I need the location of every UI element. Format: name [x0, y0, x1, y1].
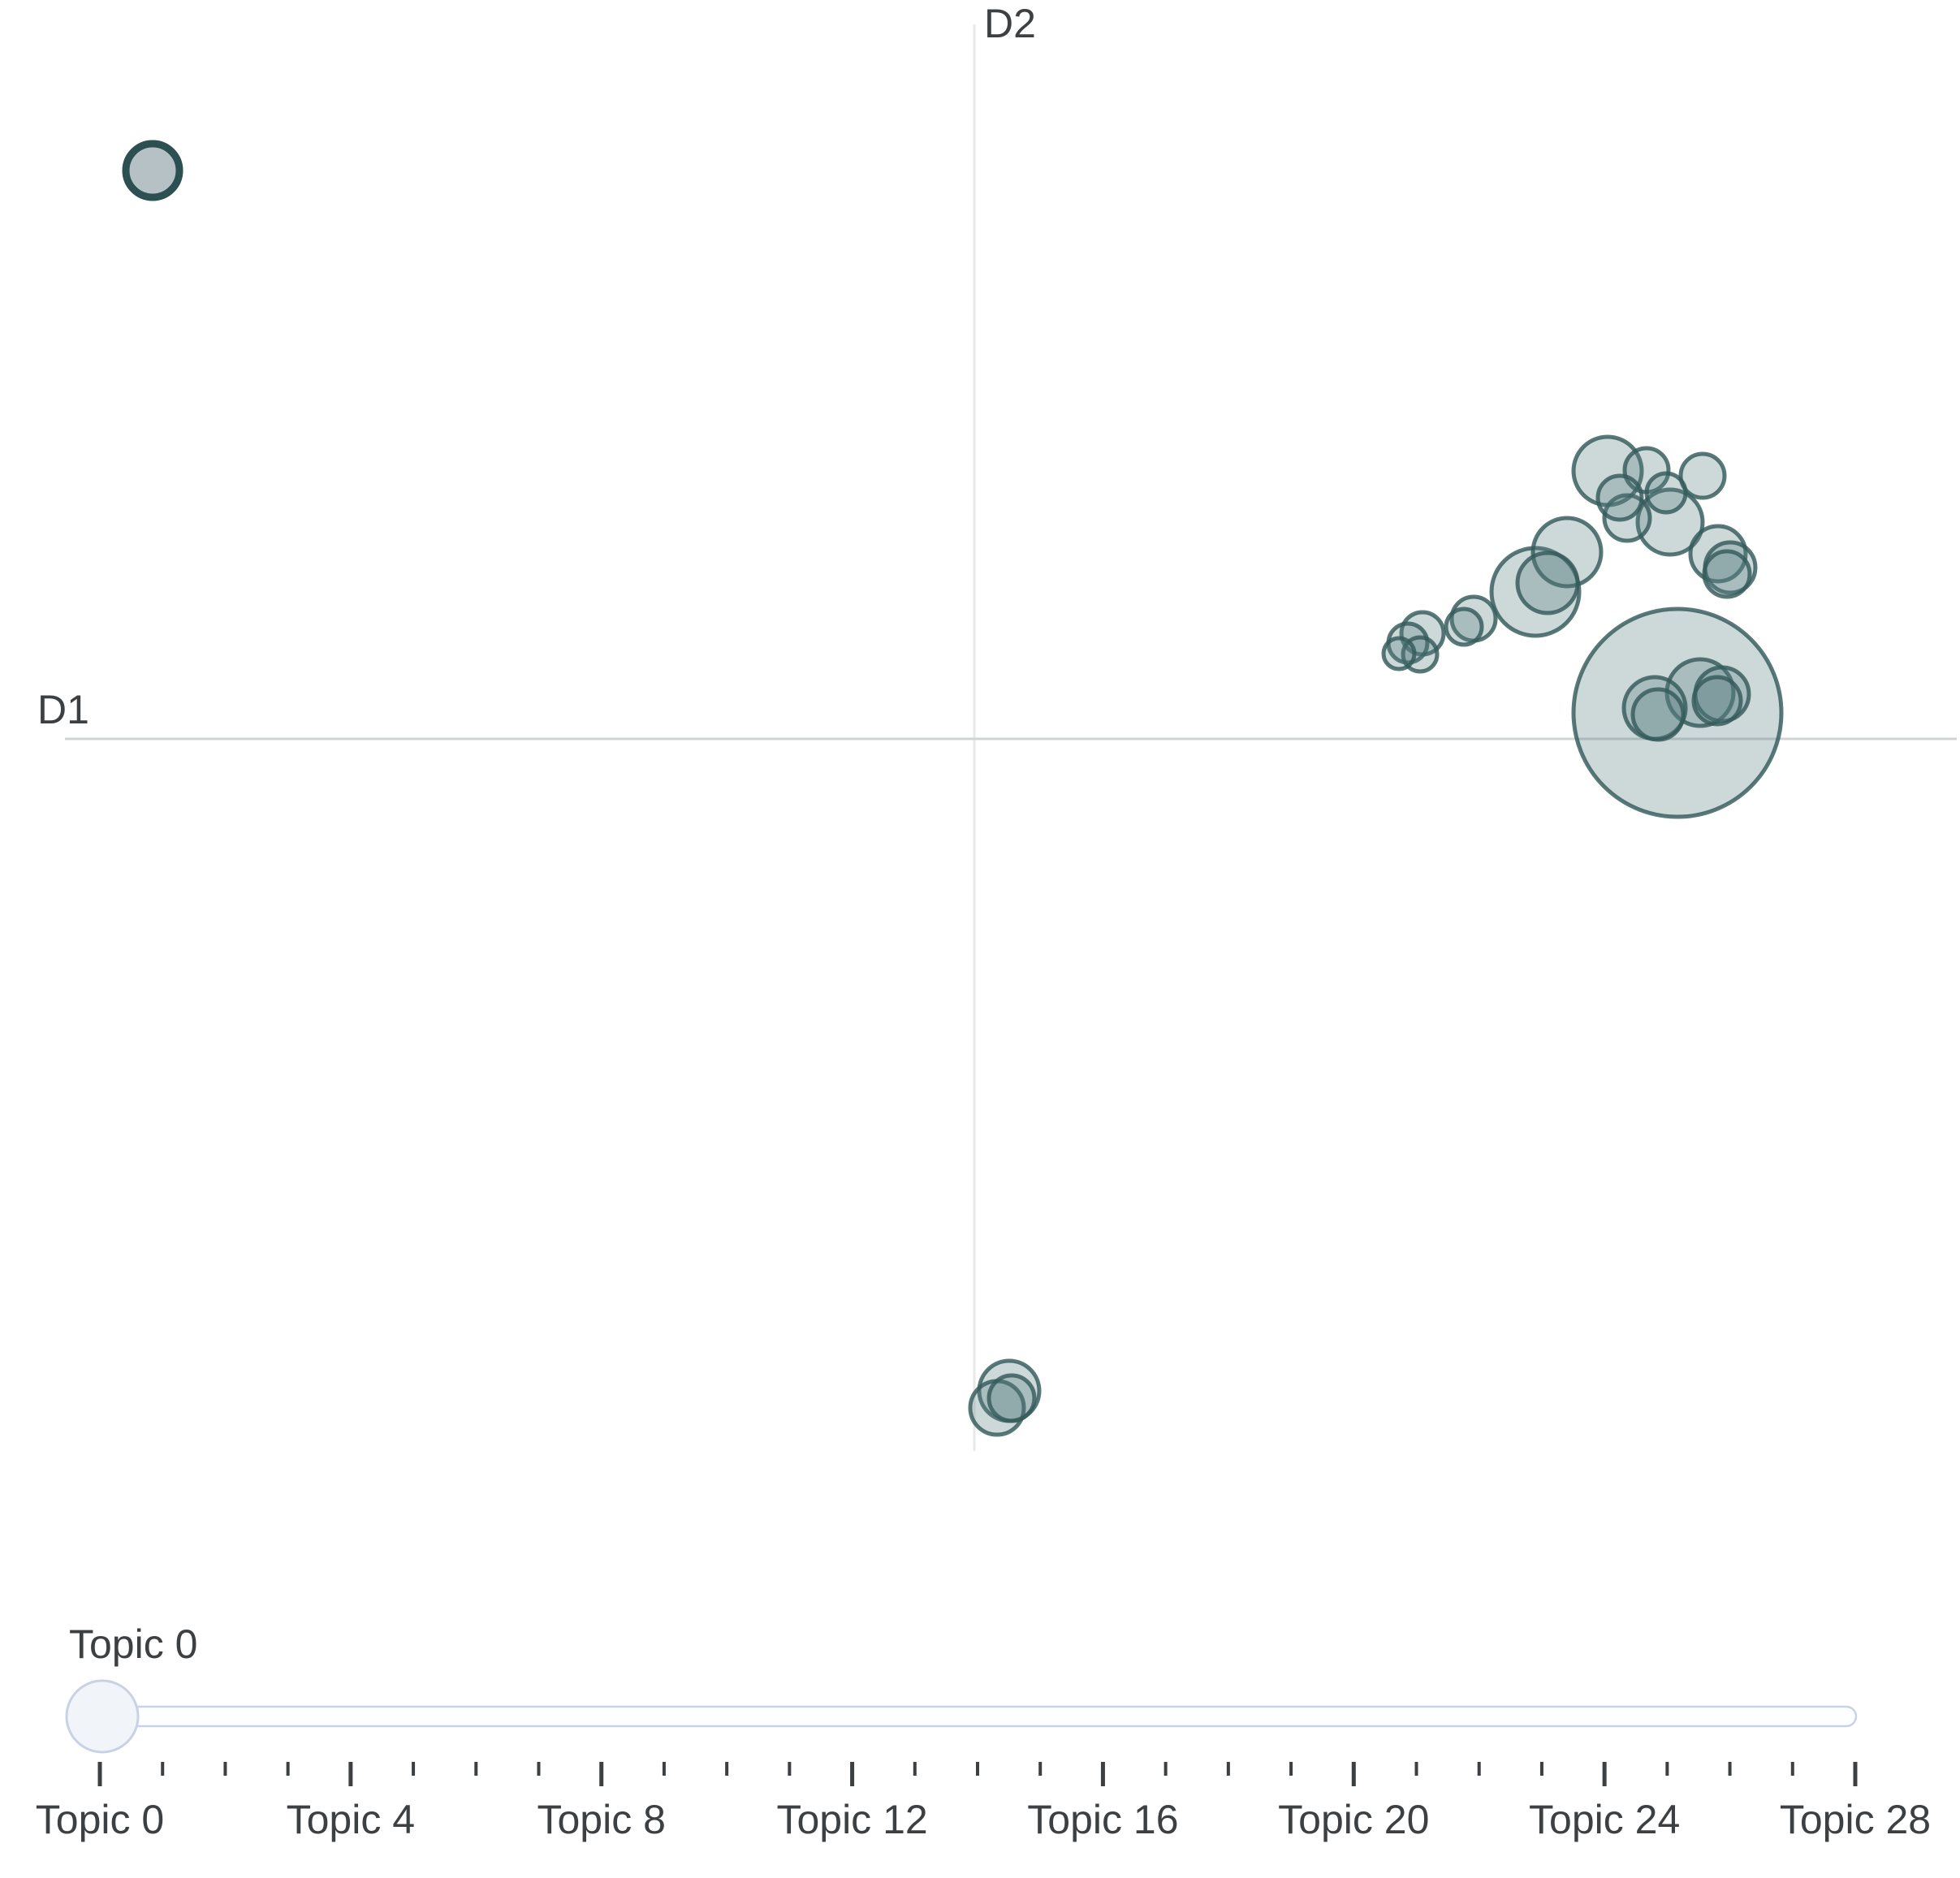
- topic-bubble[interactable]: [1489, 546, 1582, 638]
- topic-bubble[interactable]: [1381, 636, 1417, 671]
- slider-current-topic-label: Topic 0: [69, 1621, 197, 1667]
- slider-tick-marks: [97, 1762, 1858, 1786]
- d2-axis-label: D2: [984, 1, 1036, 46]
- slider-tick-labels: Topic 0 Topic 4 Topic 8 Topic 12 Topic 16 Top…: [36, 1797, 1931, 1842]
- slider-tick-label: Topic 0: [36, 1797, 164, 1842]
- topic-bubble[interactable]: [1515, 550, 1580, 615]
- topic-bubble[interactable]: [1444, 607, 1484, 647]
- topic-bubble[interactable]: [1644, 471, 1688, 515]
- topic-bubble[interactable]: [1678, 451, 1727, 500]
- slider-tick-label: Topic 24: [1529, 1797, 1680, 1842]
- slider-tick-label: Topic 4: [287, 1797, 415, 1842]
- slider-tick-label: Topic 28: [1780, 1797, 1931, 1842]
- slider-tick-label: Topic 12: [776, 1797, 927, 1842]
- slider-tick-label: Topic 8: [537, 1797, 665, 1842]
- topic-bubble[interactable]: [1571, 607, 1784, 819]
- topic-bubble[interactable]: [1530, 516, 1604, 589]
- slider-tick-label: Topic 16: [1027, 1797, 1178, 1842]
- topic-bubble[interactable]: [1702, 549, 1752, 599]
- topic-bubble[interactable]: [986, 1373, 1037, 1423]
- topic-bubble-selected[interactable]: [122, 140, 183, 201]
- slider-track[interactable]: [80, 1705, 1858, 1728]
- topic-bubble[interactable]: [1691, 675, 1743, 727]
- slider-tick-label: Topic 20: [1278, 1797, 1429, 1842]
- d1-axis-label: D1: [37, 687, 89, 732]
- slider-handle[interactable]: [65, 1679, 140, 1754]
- topic-bubble[interactable]: [1595, 473, 1644, 522]
- topic-bubble[interactable]: [1630, 687, 1686, 742]
- topic-slider: Topic 0 Topic 0 Topic 4 Topic 8 Topic 12 Top…: [36, 1621, 1931, 1842]
- topic-bubbles-group: [122, 140, 1784, 1437]
